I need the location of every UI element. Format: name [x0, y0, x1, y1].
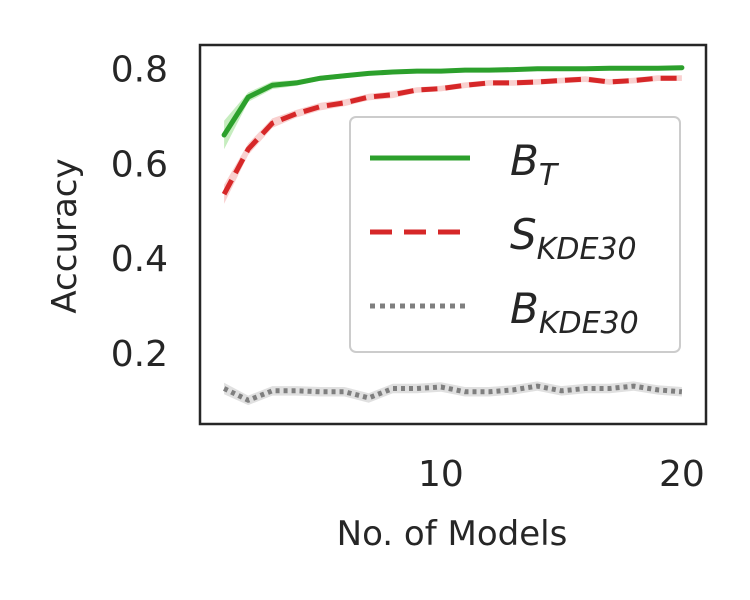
legend-label-b-t: BT — [510, 136, 560, 193]
series-lines — [221, 65, 685, 403]
legend-box — [349, 116, 681, 353]
x-tick-label: 20 — [659, 454, 705, 495]
y-tick-label: 0.6 — [111, 144, 168, 185]
y-tick-label: 0.8 — [111, 50, 168, 91]
y-axis-ticks: 0.2 0.4 0.6 0.8 — [111, 50, 168, 375]
x-axis-title: No. of Models — [337, 514, 568, 554]
plot-frame — [198, 43, 708, 426]
line-s-kde30 — [221, 75, 682, 196]
y-axis-title: Accuracy — [45, 158, 85, 313]
band-b-kde30 — [224, 381, 682, 406]
y-tick-label: 0.2 — [111, 334, 168, 375]
line-b-t — [221, 65, 685, 138]
line-b-kde30 — [223, 383, 683, 403]
x-axis-ticks: 10 20 — [418, 454, 705, 495]
confidence-bands — [224, 65, 682, 406]
legend-label-s-kde30: SKDE30 — [510, 210, 637, 267]
y-tick-label: 0.4 — [111, 239, 168, 280]
legend: BT SKDE30 BKDE30 — [349, 116, 681, 353]
legend-label-b-kde30: BKDE30 — [510, 284, 639, 341]
x-tick-label: 10 — [418, 454, 464, 495]
